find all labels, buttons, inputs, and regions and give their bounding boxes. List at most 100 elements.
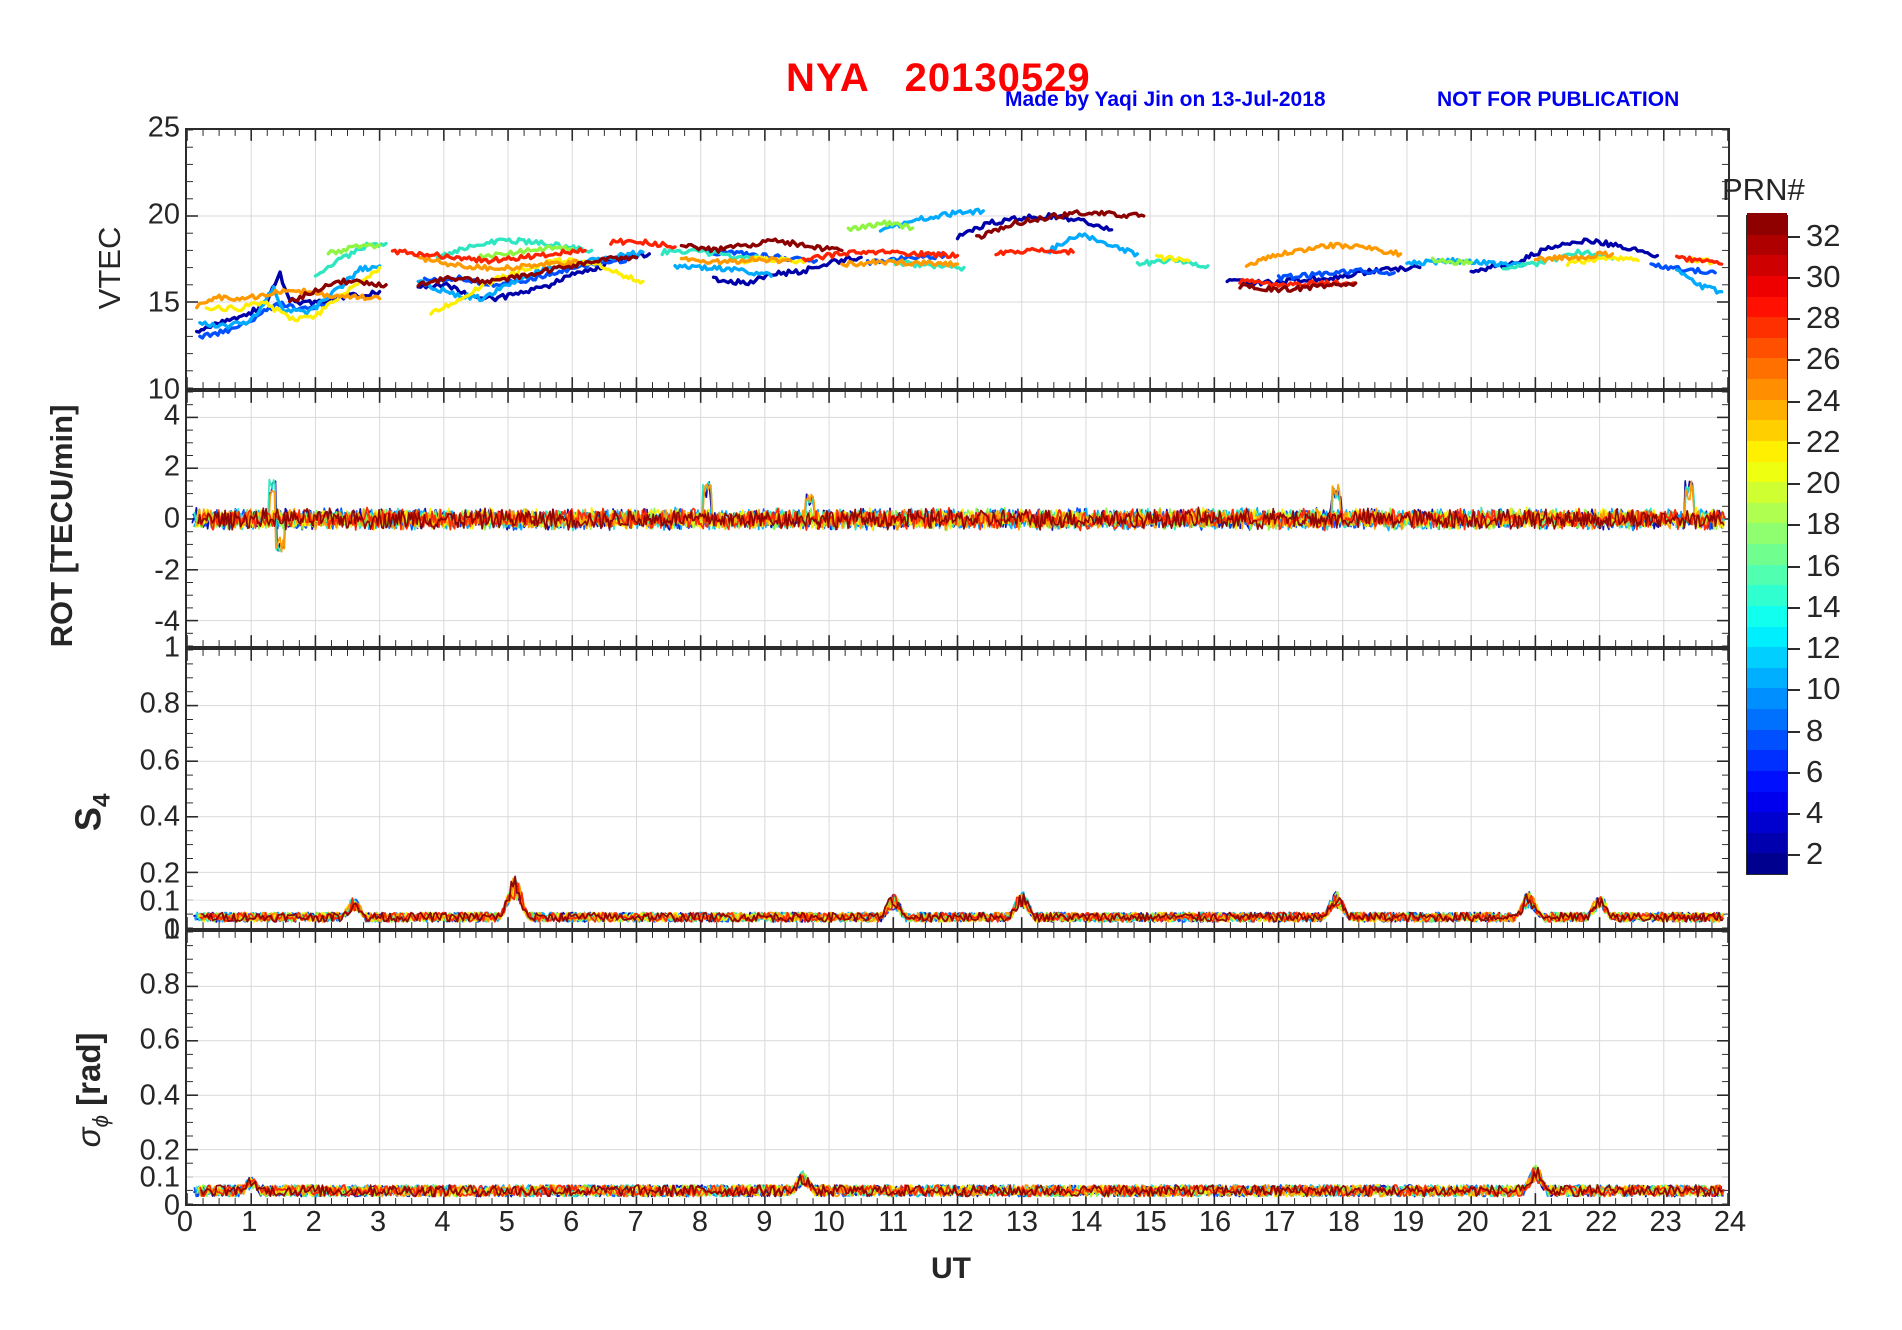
colorbar-label-18: 18 bbox=[1806, 506, 1841, 542]
ytick-0p8: 0.8 bbox=[139, 687, 180, 720]
ytick--2: -2 bbox=[154, 554, 180, 587]
colorbar-segment bbox=[1747, 357, 1787, 379]
colorbar-segment bbox=[1747, 460, 1787, 483]
ytick-25: 25 bbox=[147, 111, 180, 144]
colorbar-tick bbox=[1788, 400, 1800, 403]
colorbar-label-4: 4 bbox=[1806, 795, 1824, 831]
xtick-9: 9 bbox=[756, 1206, 773, 1238]
colorbar-tick bbox=[1788, 648, 1800, 651]
xtick-4: 4 bbox=[434, 1206, 451, 1238]
colorbar-segment bbox=[1747, 275, 1787, 297]
ytick-0p4: 0.4 bbox=[139, 800, 180, 833]
colorbar[interactable]: 2 4 6 8 10 12 14 16 18 20 22 24 26 28 30 32 bbox=[1746, 213, 1896, 875]
colorbar-segment bbox=[1747, 646, 1787, 668]
colorbar-tick bbox=[1788, 606, 1800, 609]
colorbar-label-24: 24 bbox=[1806, 382, 1841, 418]
xtick-14: 14 bbox=[1070, 1206, 1103, 1238]
plot-area-vtec bbox=[187, 130, 1728, 388]
colorbar-segment bbox=[1747, 749, 1787, 771]
ytick-0p6: 0.6 bbox=[139, 1023, 180, 1056]
colorbar-segment bbox=[1747, 543, 1787, 565]
colorbar-segment bbox=[1747, 852, 1787, 874]
colorbar-tick bbox=[1788, 483, 1800, 486]
colorbar-tick bbox=[1788, 441, 1800, 444]
colorbar-tick bbox=[1788, 854, 1800, 857]
colorbar-segment bbox=[1747, 398, 1787, 421]
xtick-0: 0 bbox=[176, 1206, 194, 1238]
colorbar-tick bbox=[1788, 771, 1800, 774]
colorbar-segment bbox=[1747, 770, 1787, 792]
colorbar-segment bbox=[1747, 254, 1787, 276]
ytick-0p1: 0.1 bbox=[139, 1161, 180, 1194]
figure-subtitle: Made by Yaqi Jin on 13-Jul-2018 bbox=[1005, 88, 1326, 111]
colorbar-segment bbox=[1747, 213, 1787, 235]
xtick-23: 23 bbox=[1649, 1206, 1682, 1238]
xtick-13: 13 bbox=[1005, 1206, 1039, 1238]
xtick-7: 7 bbox=[627, 1206, 644, 1238]
figure-title: NYA 20130529 bbox=[786, 56, 1091, 100]
ytick-2: 2 bbox=[163, 450, 180, 483]
colorbar-segment bbox=[1747, 501, 1787, 524]
colorbar-segment bbox=[1747, 605, 1787, 627]
colorbar-label-10: 10 bbox=[1806, 671, 1841, 707]
colorbar-segment bbox=[1747, 625, 1787, 648]
colorbar-tick bbox=[1788, 276, 1800, 279]
colorbar-tick bbox=[1788, 235, 1800, 238]
phi-glyph: ϕ bbox=[87, 1114, 113, 1128]
colorbar-tick bbox=[1788, 689, 1800, 692]
colorbar-segment bbox=[1747, 233, 1787, 256]
colorbar-tick bbox=[1788, 813, 1800, 816]
publication-note: NOT FOR PUBLICATION bbox=[1437, 88, 1680, 111]
xtick-labels: 0 1 2 3 4 5 6 7 8 9 10 11 12 13 14 15 16 17 18 19 20 21 22 23 24 bbox=[177, 1206, 1746, 1246]
ytick-4: 4 bbox=[163, 399, 180, 432]
colorbar-segment bbox=[1747, 687, 1787, 709]
ytick-0: 0 bbox=[163, 502, 180, 535]
ytick-0p2: 0.2 bbox=[139, 1134, 180, 1167]
axis-label-s4-sub: 4 bbox=[88, 793, 116, 808]
colorbar-label-6: 6 bbox=[1806, 753, 1824, 789]
colorbar-tick bbox=[1788, 524, 1800, 527]
colorbar-label-14: 14 bbox=[1806, 588, 1841, 624]
colorbar-label-8: 8 bbox=[1806, 712, 1824, 748]
ytick-1: 1 bbox=[163, 913, 180, 946]
colorbar-segment bbox=[1747, 481, 1787, 503]
ytick-0: 0 bbox=[163, 913, 180, 946]
ytick-10: 10 bbox=[147, 373, 180, 406]
axis-label-s4: S4 bbox=[68, 752, 117, 872]
ytick--4: -4 bbox=[154, 605, 180, 638]
ytick-15: 15 bbox=[147, 286, 180, 319]
colorbar-label-12: 12 bbox=[1806, 630, 1841, 666]
xtick-16: 16 bbox=[1198, 1206, 1232, 1238]
panel-sigma-phi bbox=[185, 930, 1730, 1206]
axis-label-sigma-phi: σϕ [rad] bbox=[70, 960, 114, 1220]
colorbar-segment bbox=[1747, 584, 1787, 606]
rad-unit: [rad] bbox=[70, 1032, 108, 1115]
colorbar-tick bbox=[1788, 565, 1800, 568]
colorbar-segment bbox=[1747, 708, 1787, 730]
colorbar-tick bbox=[1788, 359, 1800, 362]
ytick-labels-vtec: 25 20 15 10 bbox=[120, 112, 180, 406]
xtick-21: 21 bbox=[1520, 1206, 1554, 1238]
colorbar-tick bbox=[1788, 318, 1800, 321]
ytick-0p4: 0.4 bbox=[139, 1079, 180, 1112]
ytick-labels-s4: 1 0.8 0.6 0.4 0.2 0.1 0 bbox=[120, 632, 180, 946]
xtick-15: 15 bbox=[1134, 1206, 1167, 1238]
sigma-glyph: σ bbox=[70, 1127, 108, 1148]
colorbar-segment bbox=[1747, 831, 1787, 854]
xtick-17: 17 bbox=[1263, 1206, 1296, 1238]
colorbar-label-2: 2 bbox=[1806, 836, 1824, 872]
colorbar-tick bbox=[1788, 730, 1800, 733]
ytick-1: 1 bbox=[163, 631, 180, 664]
colorbar-segment bbox=[1747, 522, 1787, 544]
xtick-20: 20 bbox=[1456, 1206, 1489, 1238]
xtick-5: 5 bbox=[498, 1206, 515, 1238]
colorbar-label-16: 16 bbox=[1806, 547, 1841, 583]
colorbar-segment bbox=[1747, 295, 1787, 318]
plot-area-rot bbox=[187, 392, 1728, 646]
ytick-0p6: 0.6 bbox=[139, 744, 180, 777]
ytick-0p1: 0.1 bbox=[139, 885, 180, 918]
ytick-20: 20 bbox=[147, 198, 180, 231]
xtick-18: 18 bbox=[1327, 1206, 1360, 1238]
colorbar-title: PRN# bbox=[1722, 172, 1805, 207]
